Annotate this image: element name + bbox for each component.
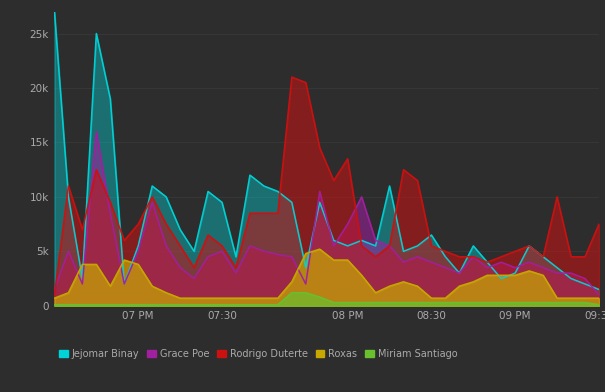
Legend: Jejomar Binay, Grace Poe, Rodrigo Duterte, Roxas, Miriam Santiago: Jejomar Binay, Grace Poe, Rodrigo Dutert… <box>59 349 457 359</box>
